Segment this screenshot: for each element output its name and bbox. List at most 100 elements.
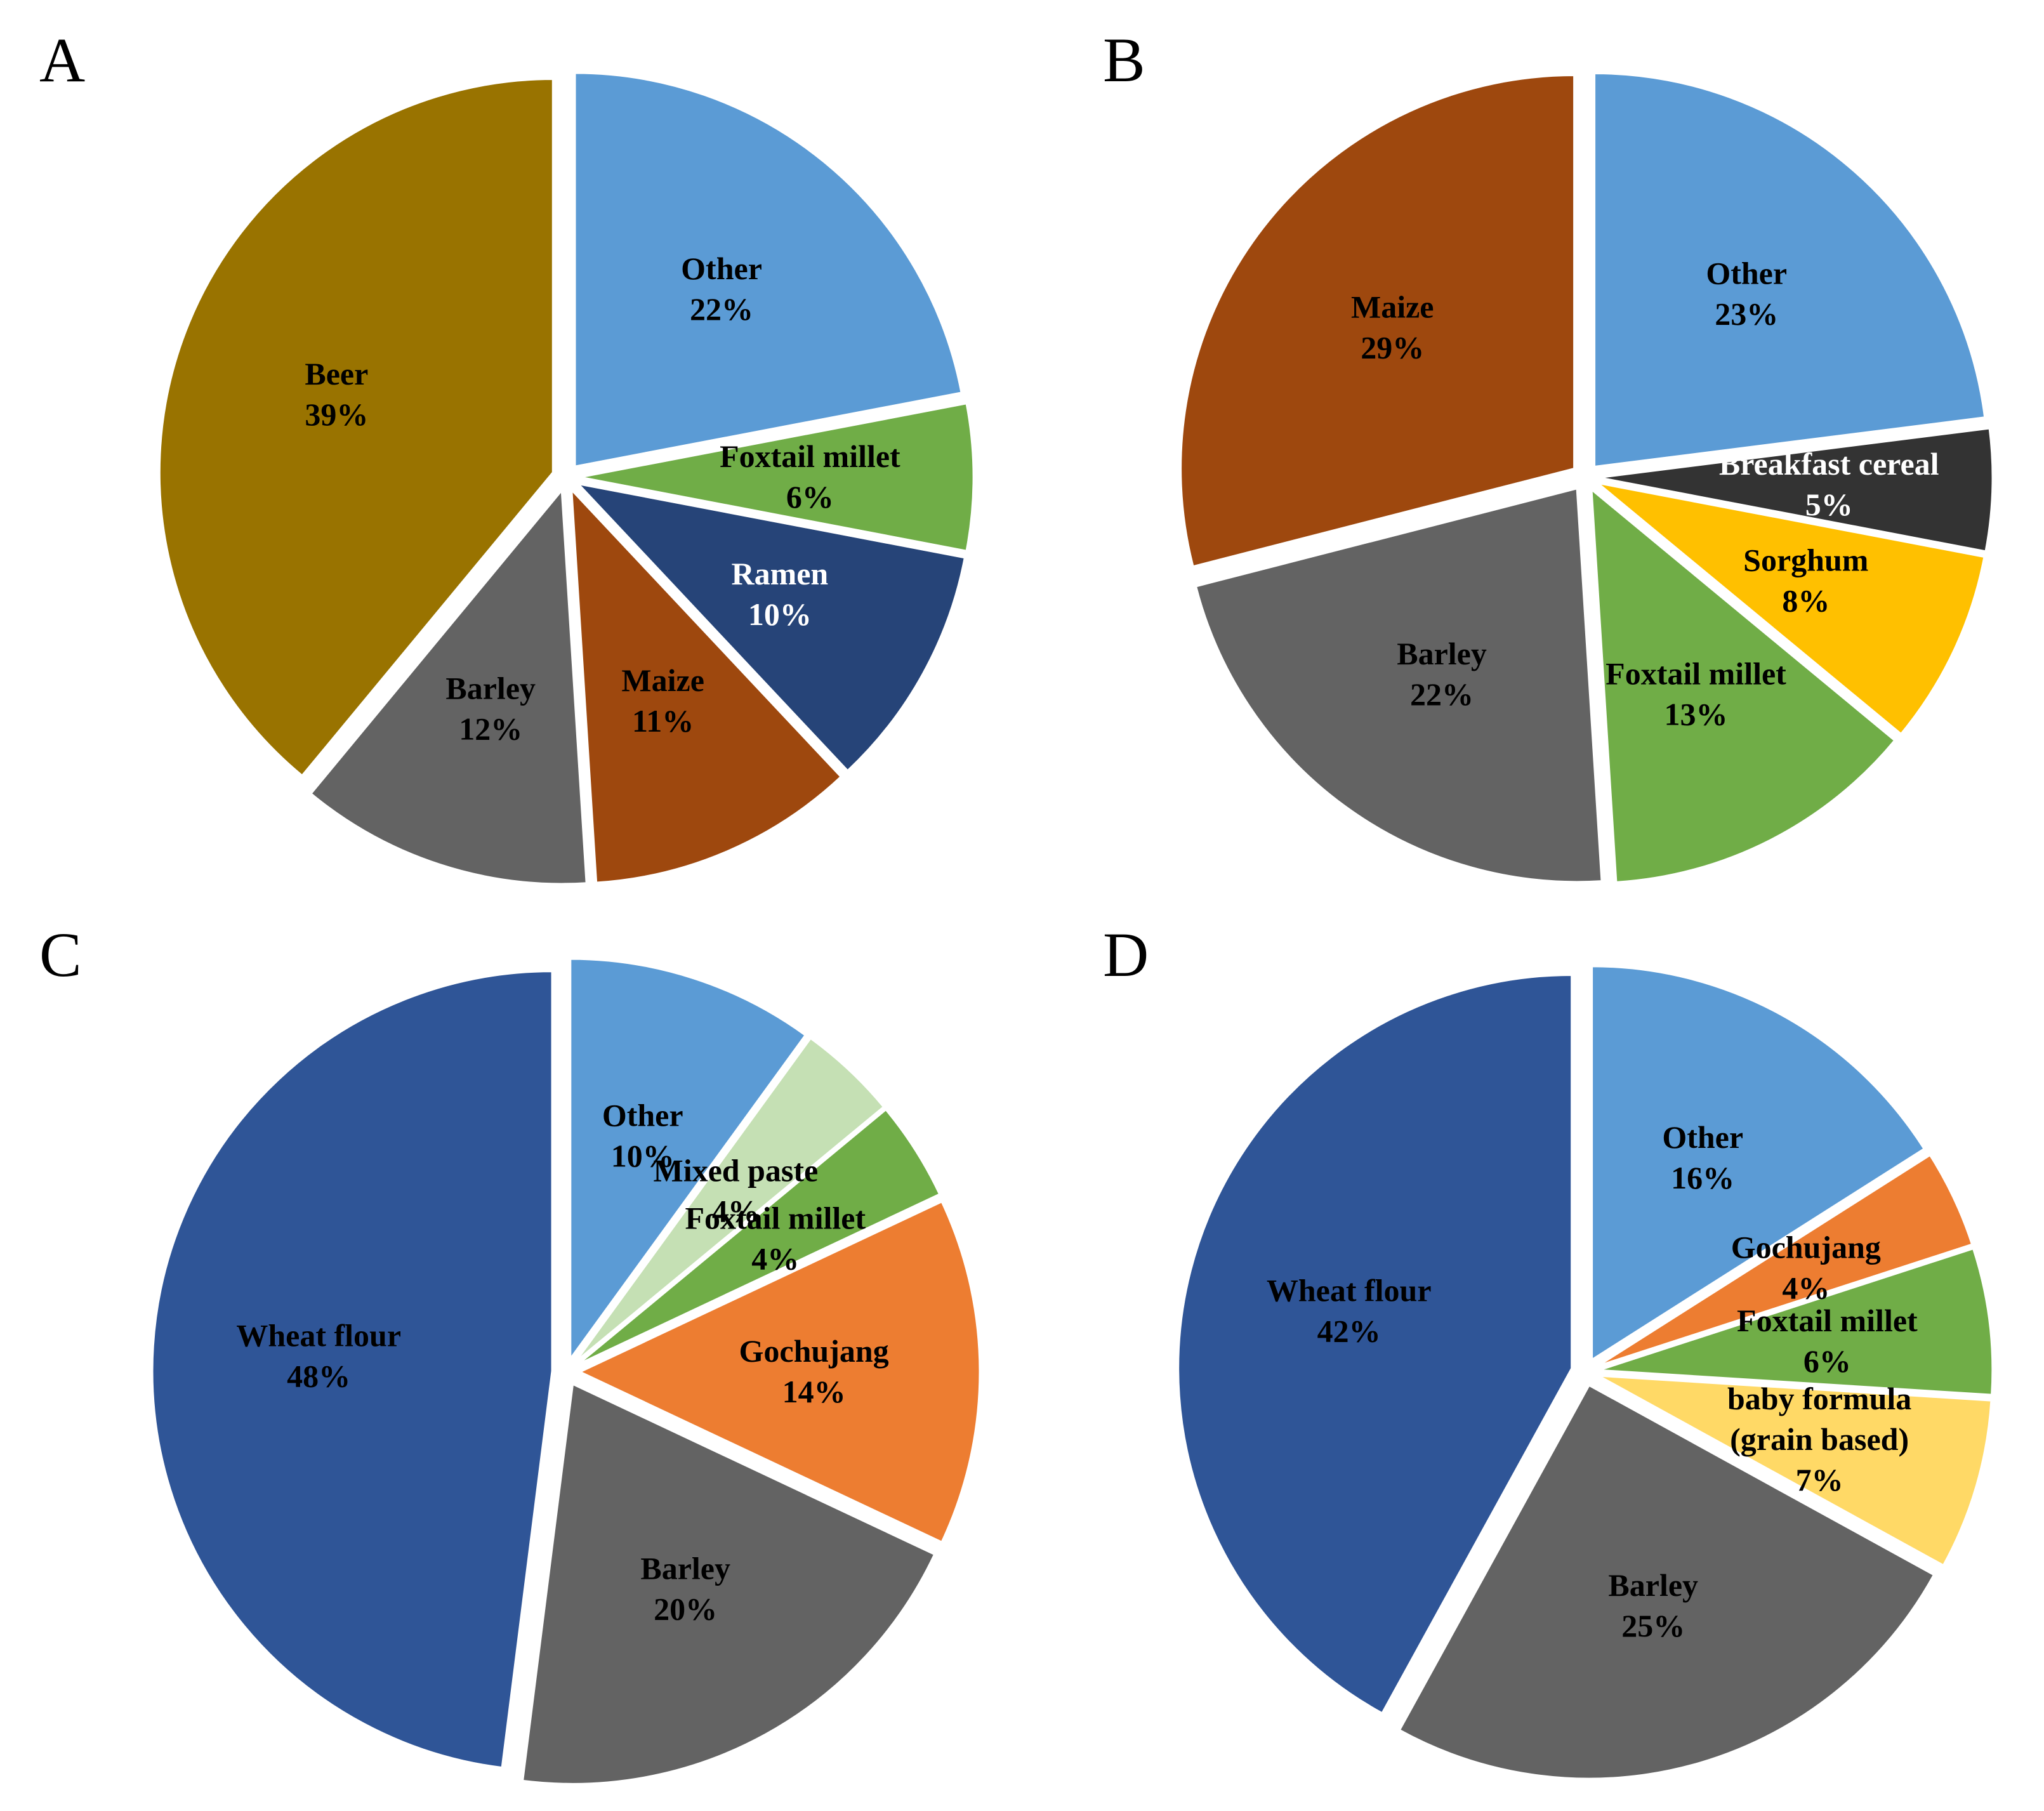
panel-a-barley-percent: 12%	[459, 711, 522, 747]
panel-d: D Other 16% Gochujang 4%Foxtail millet 6%bab…	[1103, 919, 1994, 1780]
panel-d-foxtail-millet-name: Foxtail millet	[1737, 1303, 1918, 1338]
panel-d-barley-name: Barley	[1608, 1567, 1698, 1603]
panel-c-barley-slice	[521, 1383, 936, 1785]
panel-b-maize-name: Maize	[1351, 289, 1434, 324]
panel-c-gochujang-label: Gochujang 14%	[739, 1333, 889, 1409]
panel-b-other-label: Other 23%	[1706, 256, 1787, 332]
panel-a-barley-label: Barley 12%	[445, 671, 536, 747]
panel-b-sorghum-percent: 8%	[1782, 583, 1830, 619]
panel-b-other-name: Other	[1706, 256, 1787, 291]
panel-d-other-label: Other 16%	[1662, 1119, 1743, 1195]
panel-a-other-label: Other 22%	[681, 251, 762, 327]
panel-c-gochujang-slice	[577, 1200, 981, 1544]
panel-b-breakfast-cereal-percent: 5%	[1805, 487, 1853, 522]
panel-d-wheat-flour-percent: 42%	[1317, 1313, 1381, 1348]
panel-a-ramen-label: Ramen 10%	[731, 556, 828, 632]
panel-a-foxtail-millet-name: Foxtail millet	[720, 438, 900, 474]
panel-a-beer-percent: 39%	[305, 397, 368, 432]
panel-c-foxtail-millet-label: Foxtail millet 4%	[685, 1201, 866, 1277]
panel-a-barley-name: Barley	[445, 671, 536, 706]
panel-b-sorghum-label: Sorghum 8%	[1743, 543, 1868, 619]
panel-b-foxtail-millet-label: Foxtail millet 13%	[1606, 656, 1786, 732]
panel-d-baby-formula-grain-based-percent: 7%	[1796, 1462, 1843, 1498]
panel-c-letter: C	[39, 919, 82, 990]
panel-b-foxtail-millet-name: Foxtail millet	[1606, 656, 1786, 692]
panel-a-other-percent: 22%	[690, 291, 753, 327]
panel-c-mixed-paste-name: Mixed paste	[654, 1152, 819, 1188]
panel-d-barley-percent: 25%	[1621, 1608, 1685, 1643]
panel-c-other-name: Other	[602, 1098, 683, 1133]
panel-d-foxtail-millet-label: Foxtail millet 6%	[1737, 1303, 1918, 1379]
panel-b-maize-percent: 29%	[1361, 329, 1424, 365]
panel-a: A Other 22% Foxtail millet 6% Ramen 10% Maize 1…	[39, 25, 975, 885]
panel-a-maize-percent: 11%	[632, 703, 694, 739]
panel-a-beer-name: Beer	[305, 356, 368, 392]
panel-d-baby-formula-grain-based-label: baby formula (grain based) 7%	[1727, 1381, 1911, 1498]
panel-a-maize-slice	[570, 487, 843, 884]
panel-b-breakfast-cereal-slice	[1599, 427, 1994, 553]
panel-d-gochujang-label: Gochujang 4%	[1731, 1229, 1881, 1305]
panel-c-foxtail-millet-slice	[577, 1108, 941, 1366]
panel-a-letter: A	[39, 25, 85, 95]
panel-a-foxtail-millet-percent: 6%	[786, 479, 834, 515]
panel-a-ramen-percent: 10%	[748, 596, 812, 632]
panel-b-breakfast-cereal-label: Breakfast cereal 5%	[1719, 446, 1939, 522]
panel-d-gochujang-name: Gochujang	[1731, 1229, 1881, 1265]
panel-d-baby-formula-grain-based-name: baby formula	[1727, 1381, 1911, 1416]
panel-d-foxtail-millet-slice	[1599, 1247, 1994, 1396]
panel-a-barley-slice	[309, 488, 588, 885]
panel-c-barley-name: Barley	[640, 1550, 730, 1586]
panel-d-gochujang-percent: 4%	[1782, 1270, 1830, 1305]
panel-b-foxtail-millet-slice	[1590, 487, 1896, 883]
panel-c-mixed-paste-percent: 4%	[712, 1193, 760, 1228]
panel-c-gochujang-name: Gochujang	[739, 1333, 889, 1369]
panel-c-wheat-flour-slice	[151, 970, 553, 1769]
panel-a-ramen-name: Ramen	[731, 556, 828, 591]
panel-c-other-percent: 10%	[611, 1138, 675, 1174]
panel-c-barley-percent: 20%	[654, 1591, 717, 1626]
panel-d-wheat-flour-name: Wheat flour	[1267, 1272, 1432, 1308]
panel-d-other-slice	[1591, 965, 1926, 1362]
panel-d-wheat-flour-label: Wheat flour 42%	[1267, 1272, 1432, 1348]
panel-a-beer-label: Beer 39%	[305, 356, 368, 432]
panel-c: C Other 10%Mixed paste 4%Foxtail millet 4%G…	[39, 919, 981, 1785]
panel-b-sorghum-name: Sorghum	[1743, 543, 1868, 578]
panel-b-sorghum-slice	[1597, 482, 1986, 735]
panel-a-other-name: Other	[681, 251, 762, 286]
panel-b-other-slice	[1593, 72, 1986, 468]
panel-d-baby-formula-grain-based-slice	[1598, 1374, 1993, 1567]
panel-c-foxtail-millet-percent: 4%	[751, 1241, 799, 1277]
panel-a-maize-name: Maize	[621, 662, 704, 698]
panel-b-maize-label: Maize 29%	[1351, 289, 1434, 365]
panel-d-other-percent: 16%	[1671, 1160, 1734, 1195]
panel-d-foxtail-millet-percent: 6%	[1803, 1343, 1851, 1379]
panel-d-wheat-flour-slice	[1177, 974, 1573, 1715]
panel-c-other-slice	[569, 958, 807, 1362]
panel-a-beer-slice	[158, 78, 554, 777]
panel-a-foxtail-millet-label: Foxtail millet 6%	[720, 438, 900, 515]
panel-d-barley-label: Barley 25%	[1608, 1567, 1698, 1643]
panel-b-foxtail-millet-percent: 13%	[1665, 697, 1728, 732]
panel-c-wheat-flour-percent: 48%	[287, 1358, 350, 1393]
panel-b: B Other 23% Breakfast cereal 5% Sorghum 8% Fox…	[1103, 25, 1994, 883]
panel-c-barley-label: Barley 20%	[640, 1550, 730, 1626]
panel-a-foxtail-millet-slice	[579, 402, 975, 552]
panel-c-foxtail-millet-name: Foxtail millet	[685, 1201, 866, 1236]
panel-c-gochujang-percent: 14%	[782, 1374, 846, 1409]
panel-d-gochujang-slice	[1597, 1154, 1974, 1367]
panel-b-other-percent: 23%	[1715, 296, 1778, 332]
panel-b-maize-slice	[1180, 74, 1576, 568]
panel-b-barley-slice	[1194, 487, 1603, 883]
panel-d-other-name: Other	[1662, 1119, 1743, 1155]
panel-b-barley-label: Barley 22%	[1397, 636, 1487, 712]
panel-c-mixed-paste-label: Mixed paste 4%	[654, 1152, 819, 1228]
panel-c-mixed-paste-slice	[574, 1037, 885, 1363]
panel-b-barley-percent: 22%	[1410, 676, 1474, 712]
panel-c-wheat-flour-name: Wheat flour	[236, 1317, 401, 1353]
panel-a-maize-label: Maize 11%	[621, 662, 704, 739]
panel-d-barley-slice	[1398, 1384, 1935, 1780]
panel-a-other-slice	[574, 72, 963, 468]
panel-c-other-label: Other 10%	[602, 1098, 683, 1174]
panel-a-ramen-slice	[576, 482, 966, 772]
